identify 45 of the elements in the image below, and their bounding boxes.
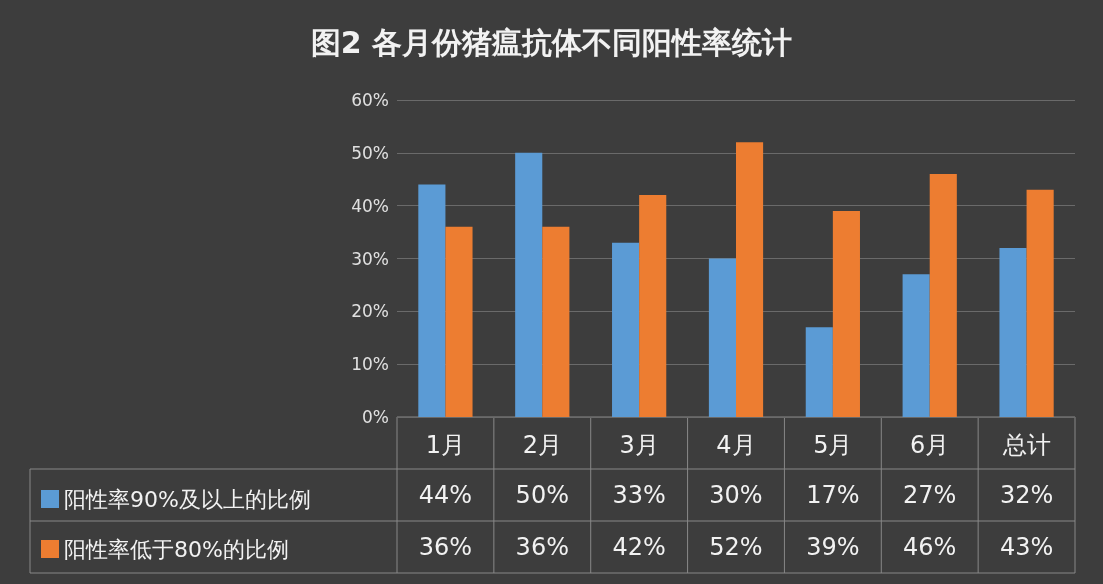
- data-label: 44%: [418, 481, 473, 509]
- data-label: 42%: [612, 533, 666, 561]
- bar: [639, 195, 667, 417]
- x-tick-label: 1月: [425, 431, 466, 459]
- bar: [736, 142, 764, 417]
- data-label: 50%: [515, 481, 569, 509]
- bar: [929, 173, 957, 417]
- data-label: 39%: [806, 533, 860, 561]
- y-tick-label: 50%: [351, 142, 389, 163]
- data-label: 32%: [999, 481, 1054, 509]
- x-tick-label: 总计: [1001, 431, 1051, 459]
- x-tick-label: 5月: [813, 431, 853, 459]
- bar: [1026, 189, 1054, 417]
- bar: [515, 152, 543, 417]
- x-tick-label: 2月: [522, 431, 562, 459]
- x-tick-label: 3月: [619, 431, 659, 459]
- data-label: 52%: [709, 533, 763, 561]
- bar: [805, 327, 833, 417]
- bar: [418, 184, 446, 417]
- bar: [612, 242, 640, 417]
- y-tick-label: 20%: [351, 301, 389, 322]
- bar: [445, 226, 473, 417]
- bar: [999, 247, 1027, 417]
- bar: [902, 274, 930, 417]
- bar: [708, 258, 736, 417]
- data-label: 27%: [903, 481, 957, 509]
- bar: [832, 210, 860, 417]
- y-tick-label: 60%: [351, 90, 389, 110]
- chart-title: 图2 各月份猪瘟抗体不同阳性率统计: [310, 24, 793, 60]
- y-tick-label: 10%: [351, 354, 389, 375]
- data-label: 36%: [515, 533, 569, 561]
- bar: [542, 226, 570, 417]
- legend-label: 阳性率低于80%的比例: [64, 536, 289, 562]
- data-label: 36%: [418, 533, 473, 561]
- data-label: 17%: [806, 481, 860, 509]
- data-label: 30%: [709, 481, 763, 509]
- data-label: 43%: [999, 533, 1054, 561]
- y-tick-label: 40%: [351, 195, 389, 216]
- legend-label: 阳性率90%及以上的比例: [64, 486, 311, 512]
- data-label: 33%: [612, 481, 666, 509]
- y-tick-label: 0%: [362, 407, 389, 427]
- y-tick-label: 30%: [351, 248, 389, 269]
- data-label: 46%: [903, 533, 957, 561]
- x-tick-label: 4月: [716, 431, 756, 459]
- x-tick-label: 6月: [910, 431, 950, 459]
